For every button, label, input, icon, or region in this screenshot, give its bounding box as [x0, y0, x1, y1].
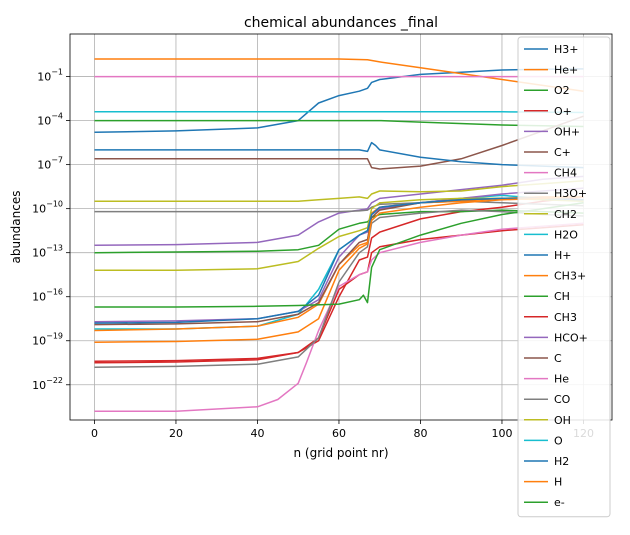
legend-label: H2O	[554, 228, 578, 241]
legend-item: CH2	[524, 208, 577, 221]
series-line-H3O+	[94, 200, 584, 213]
legend-label: O	[554, 434, 563, 447]
legend-item: OH	[524, 414, 571, 427]
legend-label: OH	[554, 414, 571, 427]
legend-item: CH3	[524, 311, 577, 324]
y-tick-label: 10−4	[37, 112, 63, 128]
y-axis-label: abundances	[9, 191, 23, 264]
legend-label: HCO+	[554, 331, 588, 344]
y-tick-label: 10−19	[32, 332, 63, 348]
legend-label: H3+	[554, 43, 579, 56]
y-axis: 10−22 10−19 10−16 10−13 10−10 10−7 10−4 10−1	[32, 68, 70, 392]
y-tick-label: 10−10	[32, 200, 63, 216]
series-line-C+	[94, 115, 584, 170]
legend-item: OH+	[524, 125, 580, 138]
legend-item: CH4	[524, 167, 577, 180]
y-tick-label: 10−13	[32, 244, 63, 260]
legend-item: e-	[524, 496, 565, 509]
legend-item: HCO+	[524, 331, 588, 344]
legend-box	[517, 36, 611, 518]
y-tick-label: 10−16	[32, 288, 63, 304]
legend-item: CO	[524, 393, 571, 406]
series-line-e-	[94, 202, 584, 308]
legend-label: He+	[554, 64, 578, 77]
legend-label: C	[554, 352, 562, 365]
legend-label: e-	[554, 496, 565, 509]
series-line-He	[94, 222, 584, 412]
x-tick-label: 20	[169, 427, 183, 440]
series-line-H	[94, 196, 584, 343]
legend-item: O	[524, 434, 563, 447]
legend-item: H	[524, 476, 562, 489]
series-line-CO	[94, 209, 584, 368]
legend-label: CH3	[554, 311, 577, 324]
x-tick-label: 80	[413, 427, 427, 440]
legend-label: H2	[554, 455, 569, 468]
legend-item: H2O	[524, 228, 578, 241]
legend-label: H+	[554, 249, 572, 262]
legend-label: O+	[554, 105, 572, 118]
legend-label: CH2	[554, 208, 577, 221]
series-line-H+	[94, 141, 584, 169]
legend-item: H2	[524, 455, 569, 468]
x-tick-label: 60	[332, 427, 346, 440]
legend-label: CH3+	[554, 270, 586, 283]
y-tick-label: 10−7	[37, 156, 63, 172]
legend-item: O+	[524, 105, 572, 118]
y-tick-label: 10−22	[32, 376, 63, 392]
legend-item: H+	[524, 249, 572, 262]
legend-label: OH+	[554, 125, 580, 138]
legend-label: CH4	[554, 167, 577, 180]
series-line-O+	[94, 196, 584, 364]
legend-item: C	[524, 352, 562, 365]
series-line-O	[94, 111, 584, 114]
x-tick-label: 40	[250, 427, 264, 440]
legend-item: He+	[524, 64, 578, 77]
chart-title: chemical abundances _final	[244, 15, 438, 31]
x-axis-label: n (grid point nr)	[293, 446, 388, 460]
series-line-CH2	[94, 180, 584, 203]
legend-label: C+	[554, 146, 571, 159]
legend-label: H3O+	[554, 187, 587, 200]
legend-item: C+	[524, 146, 571, 159]
x-tick-label: 0	[91, 427, 98, 440]
legend-item: H3+	[524, 43, 579, 56]
legend-label: He	[554, 373, 569, 386]
y-tick-label: 10−1	[37, 68, 63, 84]
series-line-H2	[94, 197, 584, 324]
legend-label: CO	[554, 393, 571, 406]
x-tick-label: 100	[491, 427, 512, 440]
legend-item: H3O+	[524, 187, 587, 200]
series-line-OH+	[94, 175, 584, 247]
legend-item: CH3+	[524, 270, 586, 283]
series-line-He+	[94, 58, 584, 92]
legend: H3+He+O2O+OH+C+CH4H3O+CH2H2OH+CH3+CHCH3H…	[517, 36, 611, 518]
legend-label: H	[554, 476, 562, 489]
legend-label: O2	[554, 84, 570, 97]
legend-item: O2	[524, 84, 570, 97]
legend-item: He	[524, 373, 569, 386]
plot-frame	[69, 33, 613, 421]
legend-label: CH	[554, 290, 570, 303]
series-line-H3+	[94, 68, 584, 134]
legend-item: CH	[524, 290, 570, 303]
